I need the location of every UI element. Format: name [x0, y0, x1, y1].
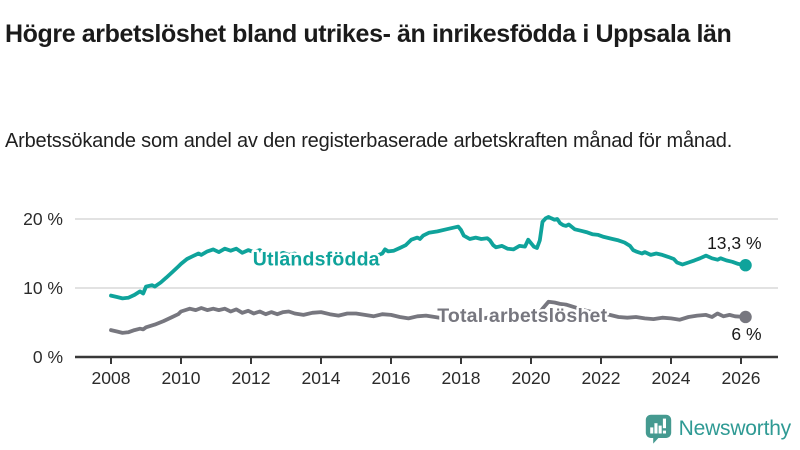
speech-bubble-shape: [645, 414, 671, 444]
x-axis-tick-label: 2022: [582, 368, 621, 388]
series-end-value-label: 13,3 %: [707, 233, 761, 253]
series-label: Total arbetslöshet: [437, 305, 607, 327]
series-end-dot: [739, 259, 752, 272]
x-axis-tick-label: 2016: [372, 368, 411, 388]
series-label: Utlandsfödda: [253, 248, 380, 270]
x-axis-tick-label: 2018: [442, 368, 481, 388]
y-axis-tick-label: 20 %: [23, 209, 63, 229]
x-axis-tick-label: 2012: [232, 368, 271, 388]
brand-lockup: Newsworthy: [645, 414, 791, 444]
brand-name: Newsworthy: [678, 417, 792, 440]
x-axis-tick-label: 2010: [162, 368, 201, 388]
chart-subtitle: Arbetssökande som andel av den registerb…: [5, 130, 733, 152]
x-axis-tick-label: 2026: [722, 368, 761, 388]
series-end-dot: [739, 310, 752, 324]
x-axis-tick-label: 2024: [652, 368, 691, 388]
series-line-utlandsfödda: [109, 215, 748, 301]
exclamation-dot: [662, 430, 666, 434]
bar-chart-glyph: [649, 418, 666, 434]
x-axis-tick-label: 2008: [92, 368, 131, 388]
series-end-value-label: 6 %: [731, 324, 761, 344]
x-axis-tick-label: 2020: [512, 368, 551, 388]
series-line-total-arbetslöshet: [109, 299, 748, 335]
x-axis-tick-label: 2014: [302, 368, 341, 388]
chart-title: Högre arbetslöshet bland utrikes- än inr…: [5, 19, 732, 48]
y-axis-tick-label: 0 %: [33, 347, 63, 367]
newsworthy-logo-icon: [645, 414, 671, 444]
y-axis-tick-label: 10 %: [23, 278, 63, 298]
exclamation-stem: [662, 418, 666, 429]
